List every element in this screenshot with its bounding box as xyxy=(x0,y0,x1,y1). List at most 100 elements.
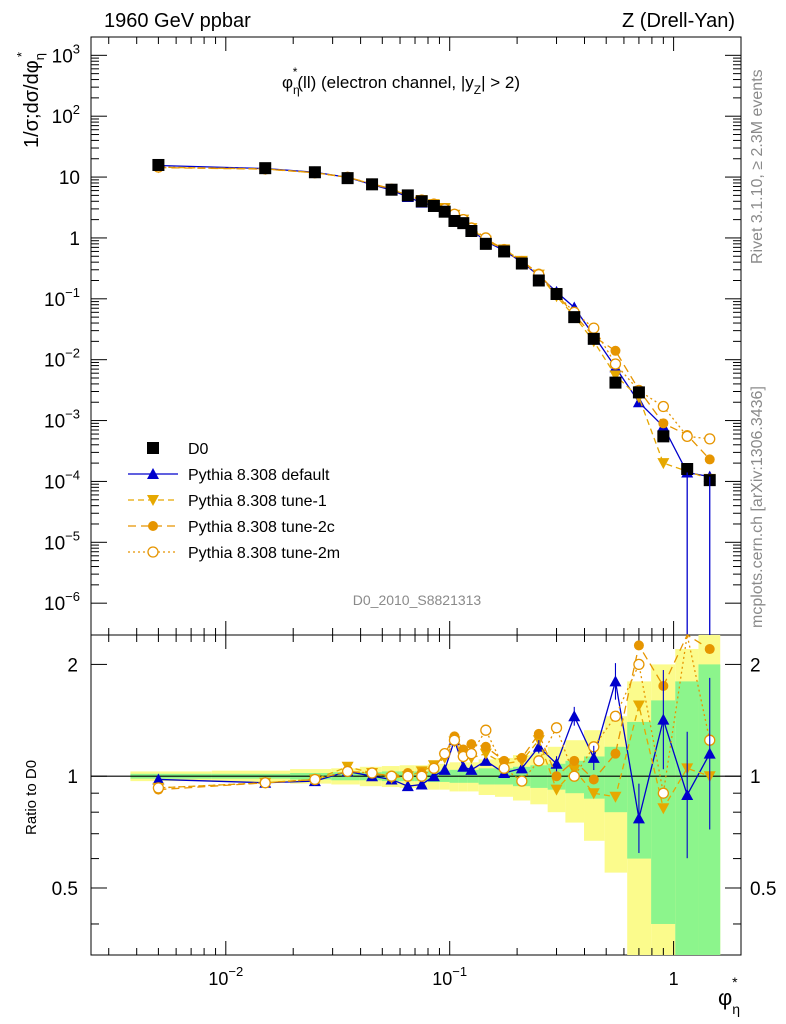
ratio-point xyxy=(415,778,428,790)
ratio-point xyxy=(587,788,600,800)
data-point xyxy=(498,245,511,258)
ratio-point xyxy=(551,771,562,782)
ratio-point xyxy=(401,780,414,792)
data-point xyxy=(609,358,622,370)
y-tick-label: 10−4 xyxy=(44,467,80,493)
y-tick-label: 10−1 xyxy=(44,285,80,311)
ratio-point xyxy=(516,752,527,763)
ratio-point xyxy=(465,748,478,760)
ratio-point xyxy=(479,754,492,766)
legend-label: Pythia 8.308 tune-2m xyxy=(188,545,340,562)
ratio-point xyxy=(428,762,440,774)
legend-label: D0 xyxy=(188,441,209,458)
ratio-point xyxy=(632,700,645,712)
axes-ticks: 10−2 10−1 1 10−6 10−5 10−4 10−3 10−2 10−1 1 10 102 1… xyxy=(44,36,776,989)
y-tick-label: 1 xyxy=(69,229,80,250)
data-point xyxy=(657,430,670,443)
ratio-point xyxy=(309,773,321,786)
ratio-point xyxy=(516,775,528,787)
ratio-point xyxy=(480,724,492,736)
ratio-tick-label: 0.5 xyxy=(750,879,776,900)
legend-label: Pythia 8.308 tune-1 xyxy=(188,493,327,510)
legend: D0 Pythia 8.308 default Pythia 8.308 tune-… xyxy=(128,441,340,562)
data-point xyxy=(568,311,581,324)
data-point xyxy=(415,195,428,208)
ratio-point xyxy=(515,762,528,774)
ratio-point xyxy=(402,770,414,782)
ratio-point xyxy=(416,770,428,782)
legend-marker xyxy=(148,521,158,531)
data-point xyxy=(657,400,670,413)
x-tick-label: 10−1 xyxy=(432,964,467,989)
ratio-point xyxy=(480,741,491,752)
ratio-point xyxy=(588,774,599,785)
ratio-point xyxy=(152,782,165,794)
data-point xyxy=(609,376,622,389)
process-label: Z (Drell-Yan) xyxy=(622,10,735,32)
data-point xyxy=(427,199,440,212)
ratio-point xyxy=(568,770,580,782)
ratio-point xyxy=(568,764,581,776)
ratio-point xyxy=(610,748,621,759)
analysis-id: D0_2010_S8821313 xyxy=(353,592,482,608)
legend-marker xyxy=(147,495,159,506)
ratio-point xyxy=(550,784,563,796)
ratio-point xyxy=(448,734,461,746)
ratio-point xyxy=(438,763,451,775)
x-tick-label: 1 xyxy=(669,969,679,989)
y-axis-label-main: 1/σ;dσ/dφη* xyxy=(14,52,47,148)
series-line xyxy=(158,166,710,480)
ratio-point xyxy=(609,791,622,803)
ratio-point xyxy=(259,777,271,789)
data-point xyxy=(681,463,694,476)
ratio-tick-label: 1 xyxy=(67,767,78,788)
ratio-panel xyxy=(90,634,742,956)
data-point xyxy=(515,257,528,270)
ratio-point xyxy=(466,739,477,750)
ratio-point xyxy=(427,770,440,782)
legend-marker xyxy=(147,468,159,479)
y-axis-label-ratio: Ratio to D0 xyxy=(23,760,40,835)
data-point xyxy=(438,205,451,218)
y-tick-label: 102 xyxy=(52,102,80,128)
data-point xyxy=(609,370,622,382)
ratio-point xyxy=(457,760,470,772)
data-series xyxy=(152,158,716,859)
legend-marker xyxy=(147,546,159,558)
ratio-point xyxy=(465,763,478,775)
ratio-point xyxy=(609,710,622,722)
data-uncertainty-bands xyxy=(91,635,741,955)
ratio-point xyxy=(533,728,544,739)
ratio-tick-label: 2 xyxy=(67,655,78,676)
ratio-point xyxy=(385,770,398,782)
ratio-point xyxy=(704,644,715,655)
x-tick-label: 10−2 xyxy=(208,964,243,989)
data-point xyxy=(366,178,379,191)
data-point xyxy=(385,183,398,196)
data-point xyxy=(658,418,669,429)
ratio-point xyxy=(341,765,354,778)
legend-marker xyxy=(147,442,159,454)
y-tick-label: 10−3 xyxy=(44,407,80,433)
rivet-label: Rivet 3.1.10, ≥ 2.3M events xyxy=(749,69,766,264)
legend-label: Pythia 8.308 tune-2c xyxy=(188,519,335,536)
data-point xyxy=(704,433,716,445)
plot-title: φη*(ll) (electron channel, |yZ| > 2) xyxy=(282,65,520,97)
legend-label: Pythia 8.308 default xyxy=(188,467,330,484)
data-point xyxy=(259,162,272,175)
data-point xyxy=(479,237,492,250)
ratio-tick-label: 2 xyxy=(750,655,761,676)
ratio-point xyxy=(366,767,378,779)
y-tick-label: 10−5 xyxy=(44,528,80,554)
x-axis-label: φη* xyxy=(718,974,740,1017)
mcplots-label: mcplots.cern.ch [arXiv:1306.3436] xyxy=(749,386,766,628)
ratio-point xyxy=(633,658,645,671)
ratio-point xyxy=(569,755,580,766)
data-point xyxy=(587,332,600,345)
data-point xyxy=(465,225,478,238)
data-band-inner xyxy=(604,746,628,813)
y-tick-label: 103 xyxy=(52,41,80,67)
energy-label: 1960 GeV ppbar xyxy=(104,10,251,32)
data-point xyxy=(152,158,165,171)
